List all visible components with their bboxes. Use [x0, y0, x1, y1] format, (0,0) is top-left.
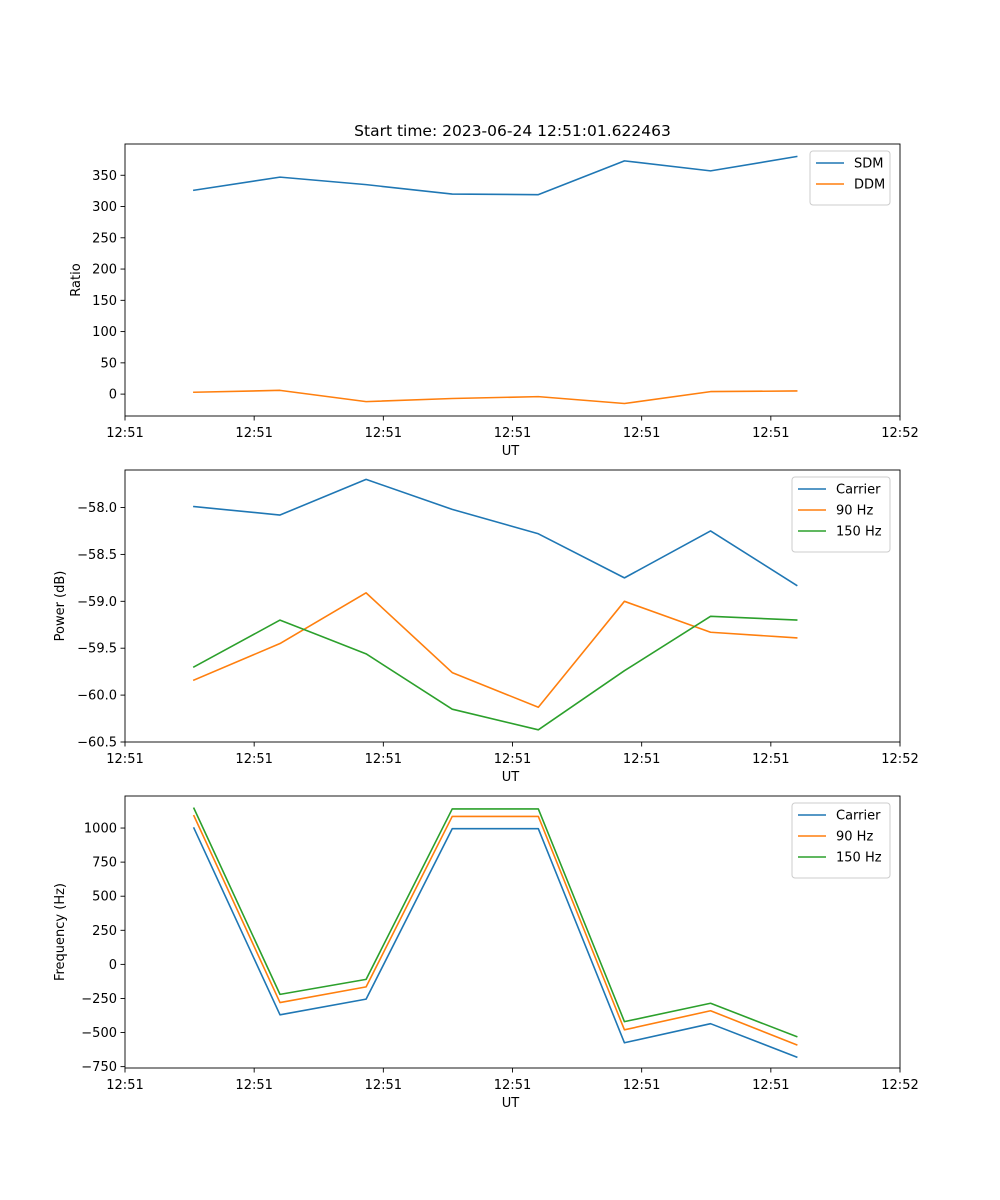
y-tick-label: 250 [92, 924, 117, 939]
x-tick-label: 12:51 [365, 426, 402, 441]
x-tick-label: 12:52 [881, 426, 918, 441]
series-line-150-hz [192, 615, 798, 731]
x-tick-label: 12:51 [106, 752, 143, 767]
x-tick-label: 12:51 [106, 1078, 143, 1093]
series-line-ddm [193, 389, 798, 405]
x-axis-label: UT [502, 770, 520, 785]
y-tick-label: 50 [100, 356, 117, 371]
x-tick-label: 12:51 [365, 752, 402, 767]
legend-label: 150 Hz [836, 851, 882, 866]
x-tick-label: 12:52 [881, 1078, 918, 1093]
y-tick-label: −59.0 [77, 595, 117, 610]
series-line-carrier [193, 478, 798, 587]
y-tick-label: 0 [109, 388, 117, 403]
y-tick-label: −58.5 [77, 548, 117, 563]
legend-label: 150 Hz [836, 525, 882, 540]
y-tick-label: −59.5 [77, 642, 117, 657]
y-tick-label: 0 [109, 958, 117, 973]
subplot-2: 12:51 12:51 12:51 12:51 12:51 12:51 12:52 −60.5… [53, 469, 919, 785]
series-line-sdm [192, 155, 798, 196]
legend-label: SDM [854, 157, 883, 172]
y-tick-label: 1000 [84, 822, 117, 837]
x-tick-label: 12:51 [365, 1078, 402, 1093]
series-line-90-hz [192, 592, 798, 709]
legend: SDM DDM [809, 150, 891, 206]
x-tick-label: 12:51 [623, 426, 660, 441]
y-tick-label: 250 [92, 231, 117, 246]
y-tick-label: −250 [81, 992, 117, 1007]
y-axis-label: Ratio [69, 263, 84, 296]
x-tick-label: 12:51 [623, 752, 660, 767]
x-tick-label: 12:51 [235, 752, 272, 767]
chart-title: Start time: 2023-06-24 12:51:01.622463 [354, 122, 671, 140]
x-tick-label: 12:51 [752, 752, 789, 767]
axes-frame [124, 143, 901, 417]
y-tick-label: −60.0 [77, 689, 117, 704]
x-tick-label: 12:51 [752, 426, 789, 441]
subplot-3: 12:51 12:51 12:51 12:51 12:51 12:51 12:52 −750 −… [53, 795, 919, 1111]
legend: Carrier 90 Hz 150 Hz [791, 802, 891, 879]
y-tick-label: 200 [92, 263, 117, 278]
y-tick-label: 100 [92, 325, 117, 340]
legend-label: Carrier [836, 809, 881, 824]
legend-label: DDM [854, 178, 885, 193]
x-axis-label: UT [502, 1096, 520, 1111]
x-tick-label: 12:51 [494, 426, 531, 441]
x-axis-label: UT [502, 444, 520, 459]
series-line-90-hz [192, 814, 798, 1046]
x-tick-label: 12:51 [752, 1078, 789, 1093]
series-line-carrier [192, 826, 798, 1059]
x-tick-label: 12:51 [235, 1078, 272, 1093]
x-tick-label: 12:51 [494, 752, 531, 767]
x-tick-label: 12:51 [494, 1078, 531, 1093]
x-tick-label: 12:51 [106, 426, 143, 441]
y-tick-label: −500 [81, 1026, 117, 1041]
y-axis-label: Frequency (Hz) [53, 883, 68, 981]
x-tick-label: 12:51 [235, 426, 272, 441]
y-tick-label: 350 [92, 169, 117, 184]
legend: Carrier 90 Hz 150 Hz [791, 476, 891, 553]
y-tick-label: 500 [92, 890, 117, 905]
legend-frame [809, 150, 891, 206]
y-axis-label: Power (dB) [53, 571, 68, 642]
subplot-1: Start time: 2023-06-24 12:51:01.622463 12… [69, 122, 919, 459]
legend-label: 90 Hz [836, 504, 873, 519]
legend-label: Carrier [836, 483, 881, 498]
y-tick-label: 750 [92, 856, 117, 871]
x-tick-label: 12:52 [881, 752, 918, 767]
x-tick-label: 12:51 [623, 1078, 660, 1093]
y-tick-label: 300 [92, 200, 117, 215]
legend-label: 90 Hz [836, 830, 873, 845]
y-tick-label: −60.5 [77, 736, 117, 751]
y-tick-label: −750 [81, 1060, 117, 1075]
legend-frame [791, 476, 891, 553]
y-tick-label: −58.0 [77, 501, 117, 516]
y-tick-label: 150 [92, 294, 117, 309]
legend-frame [791, 802, 891, 879]
series-line-150-hz [192, 807, 798, 1038]
